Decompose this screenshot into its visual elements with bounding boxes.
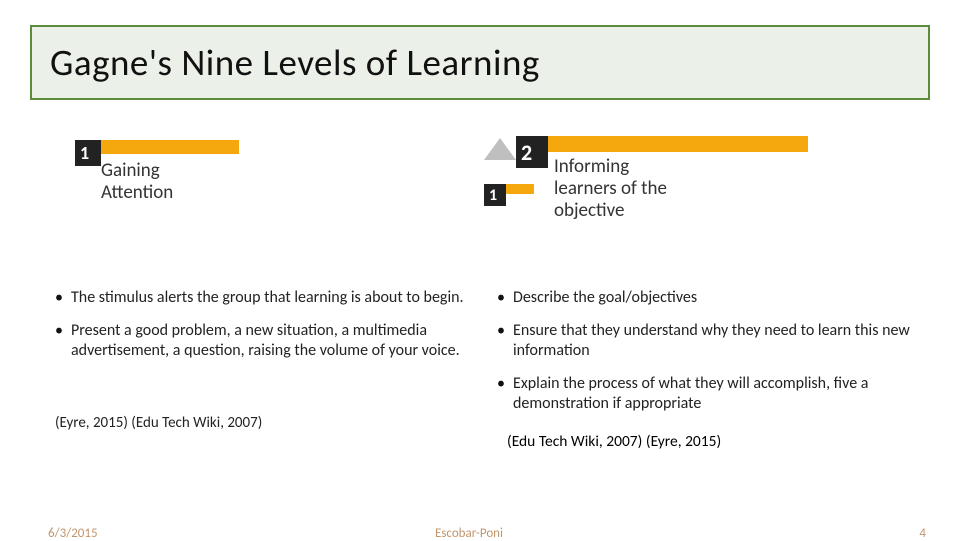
title-box: Gagne's Nine Levels of Learning xyxy=(30,25,930,100)
right-column: Describe the goal/objectives Ensure that… xyxy=(497,288,917,427)
right-citation: (Edu Tech Wiki, 2007) (Eyre, 2015) xyxy=(507,432,721,451)
left-citation: (Eyre, 2015) (Edu Tech Wiki, 2007) xyxy=(55,414,262,433)
right-bullet: Describe the goal/objectives xyxy=(497,288,917,308)
level-1-label: Gaining Attention xyxy=(101,160,173,204)
left-column: The stimulus alerts the group that learn… xyxy=(55,288,475,374)
left-bullet: Present a good problem, a new situation,… xyxy=(55,321,475,361)
level-2-badge: 2 xyxy=(516,136,548,168)
level-2-number: 2 xyxy=(521,139,532,166)
right-bullet: Ensure that they understand why they nee… xyxy=(497,321,917,361)
level-1-bar xyxy=(101,140,239,154)
left-bullet: The stimulus alerts the group that learn… xyxy=(55,288,475,308)
level-1-number: 1 xyxy=(80,142,89,164)
level-2-prev-bar xyxy=(506,184,534,194)
footer-author: Escobar-Poni xyxy=(435,526,503,541)
footer-date: 6/3/2015 xyxy=(48,526,98,541)
page-title: Gagne's Nine Levels of Learning xyxy=(50,40,540,85)
level-2-triangle-icon xyxy=(484,138,516,160)
level-2-prev-number: 1 xyxy=(489,186,497,205)
footer-page: 4 xyxy=(919,526,926,541)
level-1-badge: 1 xyxy=(75,140,101,166)
level-2-prev-badge: 1 xyxy=(484,184,506,206)
level-2-bar xyxy=(548,136,808,152)
level-2-label: Informing learners of the objective xyxy=(554,156,667,222)
right-bullet: Explain the process of what they will ac… xyxy=(497,374,917,414)
